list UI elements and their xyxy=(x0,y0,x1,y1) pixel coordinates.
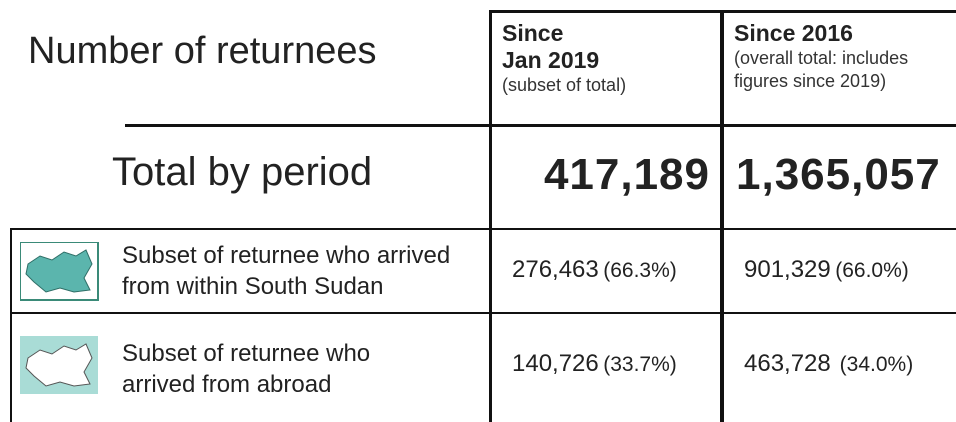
cell: 276,463 (66.3%) xyxy=(512,256,677,284)
label-line: Subset of returnee who arrived xyxy=(122,242,451,269)
heading: Since xyxy=(502,20,564,46)
border xyxy=(10,228,12,422)
value: 140,726 xyxy=(512,350,599,377)
cell: 901,329 (66.0%) xyxy=(744,256,909,284)
title: Number of returnees xyxy=(28,30,377,72)
cell: 140,726 (33.7%) xyxy=(512,350,677,378)
map-icon xyxy=(20,336,98,394)
label-line: arrived from abroad xyxy=(122,371,332,398)
column-header: Since Jan 2019 (subset of total) xyxy=(502,20,626,97)
map-icon xyxy=(20,242,99,301)
share: (66.3%) xyxy=(603,259,677,282)
border xyxy=(720,10,724,422)
value: 463,728 xyxy=(744,350,831,377)
border xyxy=(10,312,956,314)
share: (66.0%) xyxy=(835,259,909,282)
total-label: Total by period xyxy=(112,150,373,194)
column-header: Since 2016 (overall total: includes figu… xyxy=(734,20,908,93)
share: (33.7%) xyxy=(603,353,677,376)
total-value: 417,189 xyxy=(543,150,710,199)
value: 901,329 xyxy=(744,256,831,283)
border xyxy=(125,124,956,127)
border xyxy=(10,228,956,230)
row-label: Subset of returnee who arrived from abro… xyxy=(122,338,370,400)
total-value: 1,365,057 xyxy=(736,150,941,199)
heading: Since 2016 xyxy=(734,20,853,46)
note: (overall total: includes xyxy=(734,48,909,68)
label-line: Subset of returnee who xyxy=(122,340,371,367)
border xyxy=(489,10,492,422)
row-label: Subset of returnee who arrived from with… xyxy=(122,240,450,302)
cell: 463,728 (34.0%) xyxy=(744,350,913,378)
heading: Jan 2019 xyxy=(502,47,600,73)
note: figures since 2019) xyxy=(734,71,887,91)
note: (subset of total) xyxy=(502,75,627,95)
share: (34.0%) xyxy=(839,353,914,376)
label-line: from within South Sudan xyxy=(122,273,384,300)
value: 276,463 xyxy=(512,256,599,283)
